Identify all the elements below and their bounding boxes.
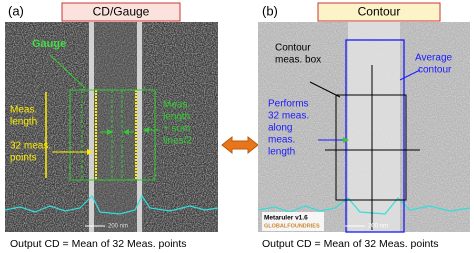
annotation: meas. — [268, 135, 295, 146]
panel-a: Gauge Meas. length 32 meas. points Meas.… — [4, 22, 219, 232]
sem-line — [88, 22, 144, 232]
annotation: lines/2 — [163, 136, 192, 147]
annotation: length — [10, 117, 37, 128]
logo-bg — [262, 212, 324, 231]
gauge-label: Gauge — [32, 38, 66, 50]
sem-edge — [89, 22, 94, 232]
profile-line — [257, 197, 471, 215]
annotation: + sum — [163, 124, 191, 135]
annotation: points — [10, 153, 37, 164]
annotation: 32 meas. — [268, 111, 309, 122]
annotation: Meas. — [163, 100, 190, 111]
annotation: length — [268, 147, 295, 158]
annotation: Meas. — [10, 105, 37, 116]
annotation: Performs — [268, 99, 309, 110]
scale-label: 200 nm — [368, 224, 388, 230]
panel-label: (a) — [8, 3, 24, 18]
pointer — [399, 69, 421, 81]
annotation: length — [163, 112, 190, 123]
annotation: Contour — [275, 43, 311, 54]
annotation: meas. box — [275, 55, 321, 66]
caption: Output CD = Mean of 32 Meas. points — [10, 238, 187, 250]
panel-b: Contour meas. box Average contour Perfor… — [257, 22, 471, 233]
sem-line — [348, 22, 400, 232]
meas-box — [335, 94, 407, 201]
annotation: along — [268, 123, 292, 134]
panel-label: (b) — [262, 3, 278, 18]
annotation: contour — [418, 65, 452, 76]
logo: GLOBALFOUNDRIES — [264, 223, 320, 229]
caption: Output CD = Mean of 32 Meas. points — [262, 238, 439, 250]
annotation: 32 meas. — [10, 141, 51, 152]
title-box — [61, 2, 181, 22]
sem-edge — [137, 22, 142, 232]
profile-line — [4, 194, 219, 215]
annotation: Average — [415, 53, 453, 64]
compare-arrow — [221, 135, 259, 155]
logo: Metaruler v1.6 — [264, 215, 308, 222]
scale-label: 200 nm — [108, 224, 128, 230]
title-box — [317, 2, 441, 22]
panel-title: CD/Gauge — [93, 5, 150, 19]
pointer — [309, 81, 341, 98]
pointer — [49, 54, 86, 89]
average-contour — [345, 39, 405, 233]
panel-title: Contour — [358, 5, 401, 19]
